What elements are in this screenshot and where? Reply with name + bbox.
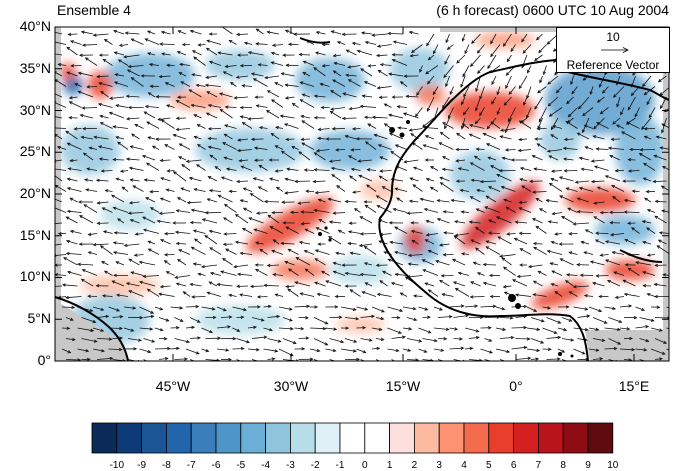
islands	[318, 120, 574, 358]
lat-tick-label: 10°N	[19, 268, 51, 284]
colorbar-tick-label: -8	[161, 460, 171, 471]
colorbar-tick-label: 1	[386, 460, 393, 471]
lat-tick-label: 25°N	[19, 143, 51, 159]
colorbar-swatch	[538, 422, 564, 454]
colorbar-tick-label: -3	[285, 460, 295, 471]
colorbar-swatch	[364, 422, 390, 454]
colorbar	[91, 422, 614, 454]
coastlines	[54, 37, 670, 362]
colorbar-swatch	[438, 422, 465, 454]
lat-tick-label: 40°N	[19, 18, 51, 34]
colorbar-tick-label: 7	[535, 460, 542, 471]
colorbar-tick-label: 10	[607, 460, 619, 471]
colorbar-swatch	[190, 422, 217, 454]
colorbar-tick-label: 6	[510, 460, 517, 471]
colorbar-swatch	[513, 422, 539, 454]
lon-tick-label: 15°W	[385, 378, 421, 394]
lon-tick-label: 15°E	[618, 378, 650, 394]
lat-tick-label: 35°N	[19, 60, 51, 76]
colorbar-swatch	[339, 422, 366, 454]
colorbar-tick-label: 8	[560, 460, 566, 471]
colorbar-tick-label: -1	[335, 460, 345, 471]
lat-tick-label: 20°N	[19, 185, 51, 201]
colorbar-swatch	[91, 422, 118, 454]
colorbar-tick-label: 5	[486, 460, 492, 471]
reference-vector-label: Reference Vector	[566, 58, 660, 72]
colorbar-swatch	[215, 422, 242, 454]
colorbar-tick-label: -7	[186, 460, 196, 471]
reference-vector-magnitude: 10	[606, 30, 620, 44]
colorbar-tick-label: 3	[436, 460, 442, 471]
colorbar-tick-label: -4	[261, 460, 271, 471]
colorbar-swatch	[587, 422, 614, 454]
lat-tick-label: 0°	[37, 352, 51, 368]
colorbar-tick-label: -2	[310, 460, 320, 471]
lat-tick-label: 30°N	[19, 102, 51, 118]
colorbar-swatch	[463, 422, 490, 454]
colorbar-tick-label: 9	[585, 460, 591, 471]
lon-tick-label: 0°	[509, 378, 523, 394]
colorbar-tick-label: -5	[236, 460, 246, 471]
reference-vector-legend: 10 Reference Vector	[556, 27, 670, 73]
shaded-field	[55, 27, 669, 361]
plot-title-ensemble: Ensemble 4	[57, 2, 131, 18]
lat-tick-label: 15°N	[19, 227, 51, 243]
colorbar-swatch	[116, 422, 143, 454]
colorbar-swatch	[265, 422, 291, 454]
lat-tick-label: 5°N	[27, 310, 52, 326]
colorbar-tick-label: 4	[461, 460, 467, 471]
colorbar-swatch	[562, 422, 589, 454]
colorbar-swatch	[488, 422, 514, 454]
colorbar-tick-label: -10	[109, 460, 125, 471]
colorbar-swatch	[289, 422, 316, 454]
reference-arrow-icon	[601, 47, 629, 53]
colorbar-tick-label: -9	[137, 460, 147, 471]
colorbar-swatch	[240, 422, 267, 454]
plot-title-forecast-time: (6 h forecast) 0600 UTC 10 Aug 2004	[436, 2, 669, 18]
colorbar-swatch	[141, 422, 167, 454]
colorbar-swatch	[314, 422, 341, 454]
colorbar-swatch	[389, 422, 415, 454]
colorbar-tick-label: 0	[362, 460, 368, 471]
lon-tick-label: 45°W	[155, 378, 191, 394]
colorbar-tick-label: -6	[211, 460, 221, 471]
colorbar-swatch	[165, 422, 192, 454]
colorbar-tick-label: 2	[411, 460, 418, 471]
lon-tick-label: 30°W	[273, 378, 309, 394]
colorbar-swatch	[413, 422, 440, 454]
